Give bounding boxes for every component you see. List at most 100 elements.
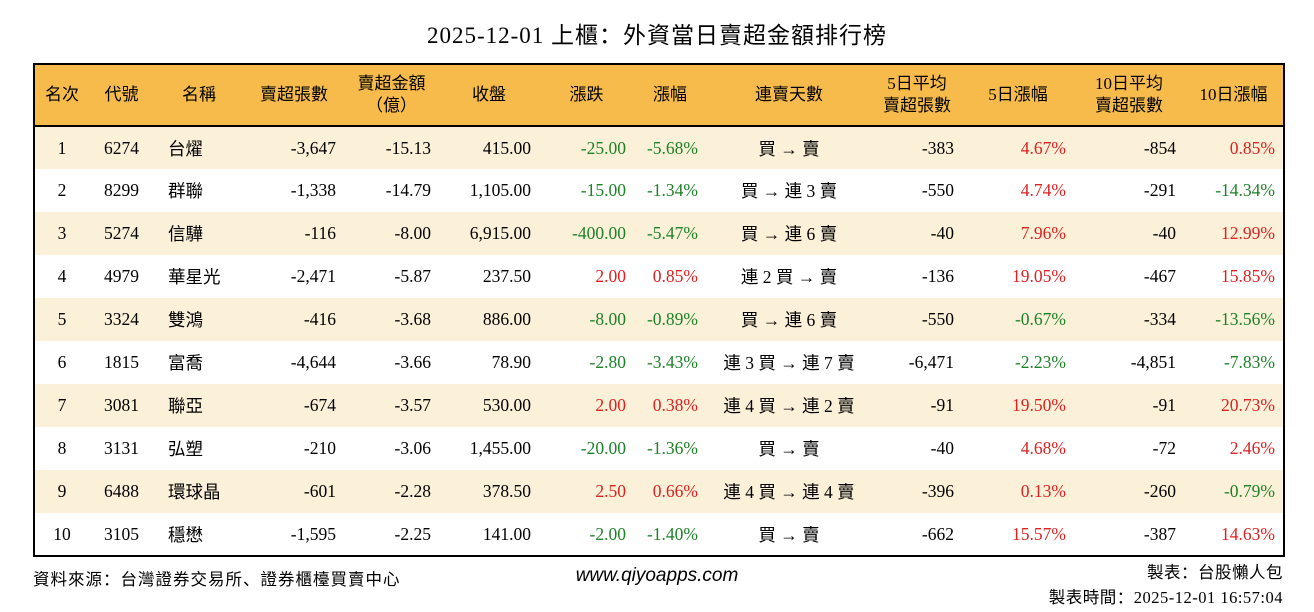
cell-sell-amount: -2.25 (394, 523, 431, 544)
cell-rank: 8 (57, 438, 67, 458)
cell-avg5-sell-volume: -383 (921, 137, 954, 158)
cell-close: 378.50 (482, 481, 531, 501)
cell-avg5-sell-volume: -550 (921, 309, 954, 329)
cell-sell-streak: 買 → 連 6 賣 (740, 310, 838, 330)
header-change: 漲跌 (539, 64, 634, 127)
cell-avg5-sell-volume: -40 (930, 223, 954, 243)
cell-sell-amount: -3.06 (394, 438, 431, 458)
cell-avg5-sell-volume: -40 (930, 438, 954, 458)
cell-change-pct: -3.43% (646, 352, 698, 372)
cell-sell-volume: -4,644 (290, 352, 336, 372)
cell-10day-change-pct: 20.73% (1221, 395, 1275, 415)
cell-code: 1815 (104, 352, 139, 372)
cell-rank: 4 (57, 266, 67, 286)
cell-rank: 9 (57, 481, 67, 501)
cell-change-pct: 0.66% (652, 481, 698, 501)
table-row: 9 6488 環球晶 -601 -2.28 378.50 2.50 0.66% … (34, 470, 1284, 513)
cell-rank: 5 (57, 309, 67, 329)
cell-sell-streak: 買 → 連 6 賣 (740, 224, 838, 244)
table-row: 3 5274 信驊 -116 -8.00 6,915.00 -400.00 -5… (34, 212, 1284, 255)
cell-close: 78.90 (491, 352, 531, 372)
header-name: 名稱 (154, 64, 244, 127)
cell-code: 4979 (104, 266, 139, 286)
cell-avg10-sell-volume: -72 (1152, 438, 1176, 458)
cell-avg10-sell-volume: -91 (1152, 395, 1176, 415)
cell-change-pct: -1.40% (646, 523, 698, 544)
cell-change: -15.00 (580, 180, 626, 200)
table-body: 1 6274 台燿 -3,647 -15.13 415.00 -25.00 -5… (34, 126, 1284, 556)
table-row: 2 8299 群聯 -1,338 -14.79 1,105.00 -15.00 … (34, 169, 1284, 212)
table-row: 7 3081 聯亞 -674 -3.57 530.00 2.00 0.38% 連… (34, 384, 1284, 427)
cell-10day-change-pct: 14.63% (1221, 523, 1275, 544)
cell-name: 富喬 (168, 353, 203, 373)
cell-rank: 3 (57, 223, 67, 243)
header-avg10-sell-volume: 10日平均 賣超張數 (1074, 64, 1184, 127)
cell-10day-change-pct: 0.85% (1229, 137, 1275, 158)
cell-rank: 6 (57, 352, 67, 372)
cell-sell-volume: -2,471 (290, 266, 336, 286)
cell-change: -400.00 (572, 223, 626, 243)
cell-name: 穩懋 (168, 524, 203, 545)
cell-sell-streak: 連 4 買 → 連 4 賣 (723, 482, 855, 502)
cell-close: 530.00 (482, 395, 531, 415)
cell-change: -25.00 (580, 137, 626, 158)
cell-name: 聯亞 (168, 396, 203, 416)
cell-sell-volume: -210 (303, 438, 336, 458)
cell-rank: 1 (57, 137, 67, 158)
cell-change: -2.80 (589, 352, 626, 372)
table-header-row: 名次 代號 名稱 賣超張數 賣超金額 （億） 收盤 漲跌 漲幅 連賣天數 5日平… (34, 64, 1284, 127)
cell-avg10-sell-volume: -291 (1143, 180, 1176, 200)
cell-close: 886.00 (482, 309, 531, 329)
cell-5day-change-pct: 4.68% (1020, 438, 1066, 458)
cell-change: 2.00 (595, 266, 626, 286)
cell-code: 6274 (104, 137, 139, 158)
cell-avg5-sell-volume: -136 (921, 266, 954, 286)
cell-sell-streak: 連 3 買 → 連 7 賣 (723, 353, 855, 373)
cell-5day-change-pct: 19.05% (1012, 266, 1066, 286)
cell-code: 6488 (104, 481, 139, 501)
cell-rank: 2 (57, 180, 67, 200)
cell-name: 信驊 (168, 224, 203, 244)
cell-5day-change-pct: 15.57% (1012, 523, 1066, 544)
header-sell-amount: 賣超金額 （億） (344, 64, 439, 127)
cell-sell-volume: -1,595 (290, 523, 336, 544)
cell-avg10-sell-volume: -387 (1143, 523, 1176, 544)
cell-avg10-sell-volume: -40 (1152, 223, 1176, 243)
cell-avg10-sell-volume: -854 (1143, 137, 1176, 158)
cell-sell-amount: -15.13 (385, 137, 431, 158)
cell-sell-volume: -116 (304, 223, 336, 243)
cell-sell-streak: 買 → 連 3 賣 (740, 181, 838, 201)
cell-avg5-sell-volume: -91 (930, 395, 954, 415)
header-5day-change-pct: 5日漲幅 (962, 64, 1074, 127)
cell-name: 環球晶 (168, 482, 221, 502)
ranking-table: 名次 代號 名稱 賣超張數 賣超金額 （億） 收盤 漲跌 漲幅 連賣天數 5日平… (33, 63, 1285, 557)
cell-5day-change-pct: 4.67% (1020, 137, 1066, 158)
cell-sell-streak: 買 → 賣 (758, 439, 820, 459)
cell-code: 5274 (104, 223, 139, 243)
cell-name: 群聯 (168, 181, 203, 201)
cell-avg5-sell-volume: -396 (921, 481, 954, 501)
cell-avg10-sell-volume: -4,851 (1130, 352, 1176, 372)
header-sell-streak: 連賣天數 (706, 64, 872, 127)
cell-change-pct: -1.34% (646, 180, 698, 200)
cell-sell-amount: -3.68 (394, 309, 431, 329)
table-row: 10 3105 穩懋 -1,595 -2.25 141.00 -2.00 -1.… (34, 513, 1284, 556)
table-row: 6 1815 富喬 -4,644 -3.66 78.90 -2.80 -3.43… (34, 341, 1284, 384)
cell-close: 1,455.00 (469, 438, 531, 458)
cell-sell-amount: -14.79 (385, 180, 431, 200)
cell-change-pct: 0.38% (652, 395, 698, 415)
cell-change: -2.00 (589, 523, 626, 544)
cell-rank: 10 (53, 523, 71, 544)
cell-code: 3081 (104, 395, 139, 415)
header-10day-change-pct: 10日漲幅 (1184, 64, 1284, 127)
table-row: 4 4979 華星光 -2,471 -5.87 237.50 2.00 0.85… (34, 255, 1284, 298)
footer-source: 資料來源：台灣證券交易所、證券櫃檯買賣中心 (33, 570, 401, 589)
cell-change-pct: -5.47% (646, 223, 698, 243)
cell-5day-change-pct: 4.74% (1020, 180, 1066, 200)
cell-5day-change-pct: -0.67% (1014, 309, 1066, 329)
cell-change: -8.00 (589, 309, 626, 329)
header-avg5-sell-volume: 5日平均 賣超張數 (872, 64, 962, 127)
cell-avg5-sell-volume: -550 (921, 180, 954, 200)
cell-10day-change-pct: 12.99% (1221, 223, 1275, 243)
cell-10day-change-pct: 15.85% (1221, 266, 1275, 286)
